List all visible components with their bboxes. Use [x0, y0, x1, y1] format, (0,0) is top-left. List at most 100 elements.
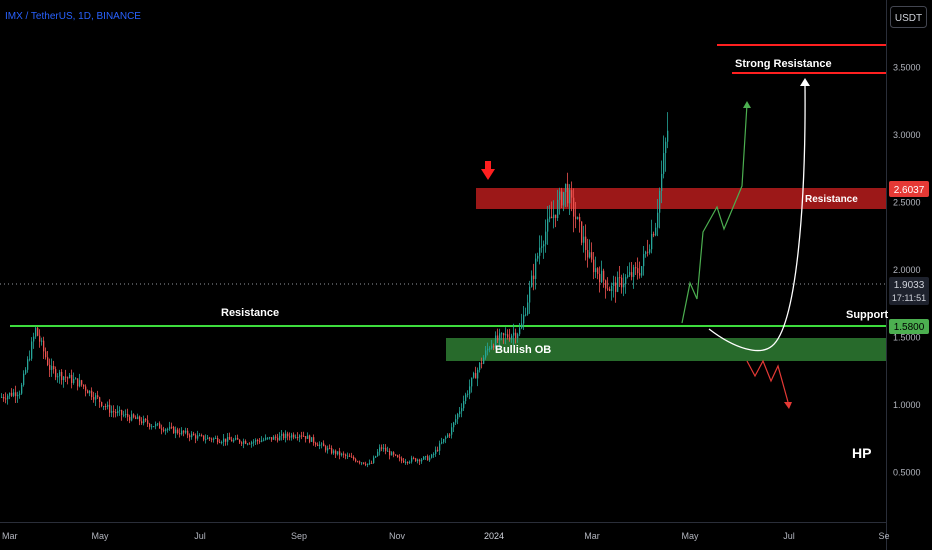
candle-body — [567, 183, 569, 204]
candle-body — [643, 254, 645, 267]
candle-body — [157, 423, 159, 425]
candle-body — [545, 231, 547, 245]
candle-body — [649, 249, 651, 253]
candle-body — [631, 272, 633, 277]
candle-body — [253, 441, 255, 443]
candle-body — [517, 334, 519, 339]
candle-body — [3, 396, 5, 399]
candle-body — [391, 452, 393, 456]
candle-body — [573, 197, 575, 217]
candle-body — [279, 435, 281, 441]
candle-body — [321, 443, 323, 445]
strong-resistance-label: Strong Resistance — [735, 58, 832, 70]
candle-body — [293, 434, 295, 438]
candle-body — [337, 451, 339, 455]
candle-body — [331, 448, 333, 454]
candle-body — [81, 380, 83, 385]
candle-body — [407, 461, 409, 463]
bullish-ob-zone[interactable] — [446, 338, 886, 361]
candle-body — [217, 437, 219, 443]
candle-body — [13, 392, 15, 396]
candle-body — [387, 450, 389, 452]
candle-body — [111, 411, 113, 413]
candle-body — [117, 410, 119, 414]
candle-body — [167, 428, 169, 430]
plot-area[interactable] — [0, 0, 886, 522]
candle-body — [335, 450, 337, 455]
candle-body — [277, 437, 279, 441]
candle-body — [327, 448, 329, 451]
candle-body — [341, 453, 343, 456]
bullish-projection-path — [681, 103, 748, 324]
candle-body — [269, 437, 271, 439]
time-tick-label: Se — [878, 531, 889, 541]
candle-body — [657, 212, 659, 228]
candle-body — [563, 192, 565, 206]
candle-body — [607, 288, 609, 290]
candle-body — [417, 459, 419, 462]
candle-body — [523, 314, 525, 324]
candle-body — [409, 461, 411, 463]
candle-body — [397, 455, 399, 458]
candle-body — [511, 335, 513, 340]
candle-body — [551, 216, 553, 219]
candle-body — [121, 410, 123, 415]
candle-body — [231, 439, 233, 442]
candle-body — [575, 216, 577, 220]
candle-body — [501, 333, 503, 335]
candle-body — [221, 441, 223, 443]
time-tick-label: Jul — [194, 531, 206, 541]
candle-body — [65, 376, 67, 378]
candle-body — [101, 402, 103, 407]
candle-body — [255, 439, 257, 442]
candle-body — [347, 455, 349, 457]
candle-body — [483, 357, 485, 364]
candle-body — [405, 461, 407, 463]
candle-body — [543, 244, 545, 247]
candle-body — [457, 413, 459, 420]
candle-body — [665, 141, 667, 154]
time-tick-label: Jul — [783, 531, 795, 541]
candle-body — [507, 334, 509, 338]
candle-body — [307, 435, 309, 439]
candle-body — [173, 427, 175, 434]
candle-body — [503, 333, 505, 336]
candle-body — [131, 414, 133, 421]
candle-body — [233, 439, 235, 442]
candle-body — [201, 435, 203, 437]
candle-body — [19, 393, 21, 395]
candle-body — [381, 447, 383, 449]
candle-body — [589, 252, 591, 258]
price-tick-label: 2.0000 — [893, 265, 921, 275]
candle-body — [105, 406, 107, 408]
candle-body — [463, 401, 465, 409]
candle-body — [239, 439, 241, 443]
candle-body — [659, 190, 661, 213]
candle-body — [355, 459, 357, 462]
candle-body — [91, 390, 93, 398]
candle-body — [465, 394, 467, 402]
candle-body — [645, 251, 647, 255]
candle-body — [135, 417, 137, 419]
candle-body — [359, 461, 361, 463]
symbol-title: IMX / TetherUS, 1D, BINANCE — [5, 11, 141, 22]
candle-body — [281, 433, 283, 436]
resistance-price-text: 2.6037 — [894, 185, 925, 196]
bullish-projection-arrowhead — [743, 101, 751, 108]
candle-body — [119, 410, 121, 412]
time-axis[interactable]: Mar May Jul Sep Nov 2024 Mar May Jul Se — [2, 531, 890, 541]
currency-button[interactable]: USDT — [890, 6, 927, 28]
price-axis[interactable]: 3.5000 3.0000 2.5000 2.0000 1.5000 1.0000 0.50… — [893, 63, 921, 478]
resistance-zone[interactable] — [476, 188, 886, 209]
candle-body — [193, 433, 195, 436]
candle-body — [613, 282, 615, 286]
candle-body — [87, 390, 89, 394]
candle-body — [477, 369, 479, 379]
candle-body — [259, 440, 261, 442]
candle-body — [379, 447, 381, 452]
candle-body — [371, 462, 373, 464]
candle-body — [141, 421, 143, 424]
candle-body — [603, 270, 605, 281]
candle-body — [283, 433, 285, 439]
